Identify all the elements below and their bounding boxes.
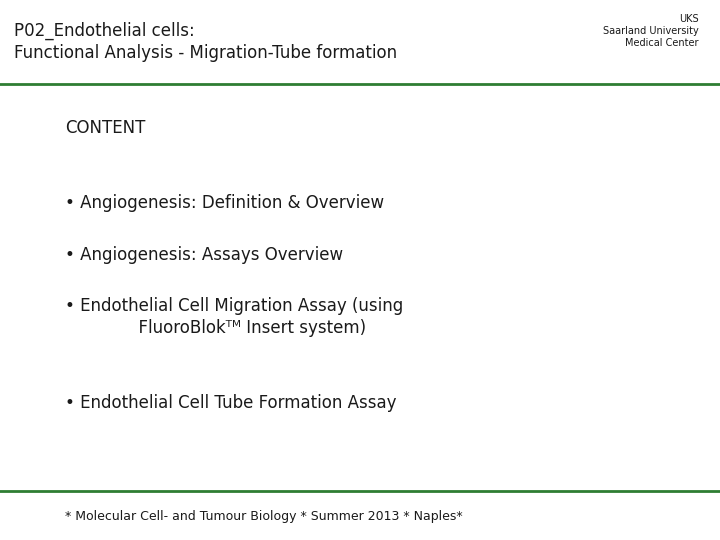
Text: • Endothelial Cell Migration Assay (using
              FluoroBlokᵀᴹ Insert syst: • Endothelial Cell Migration Assay (usin…	[65, 297, 403, 337]
Text: • Angiogenesis: Assays Overview: • Angiogenesis: Assays Overview	[65, 246, 343, 264]
Text: CONTENT: CONTENT	[65, 119, 145, 137]
Text: • Endothelial Cell Tube Formation Assay: • Endothelial Cell Tube Formation Assay	[65, 394, 396, 413]
Text: P02_Endothelial cells:
Functional Analysis - Migration-Tube formation: P02_Endothelial cells: Functional Analys…	[14, 22, 397, 62]
Text: UKS
Saarland University
Medical Center: UKS Saarland University Medical Center	[603, 14, 698, 48]
Text: • Angiogenesis: Definition & Overview: • Angiogenesis: Definition & Overview	[65, 194, 384, 212]
Text: * Molecular Cell- and Tumour Biology * Summer 2013 * Naples*: * Molecular Cell- and Tumour Biology * S…	[65, 510, 462, 523]
